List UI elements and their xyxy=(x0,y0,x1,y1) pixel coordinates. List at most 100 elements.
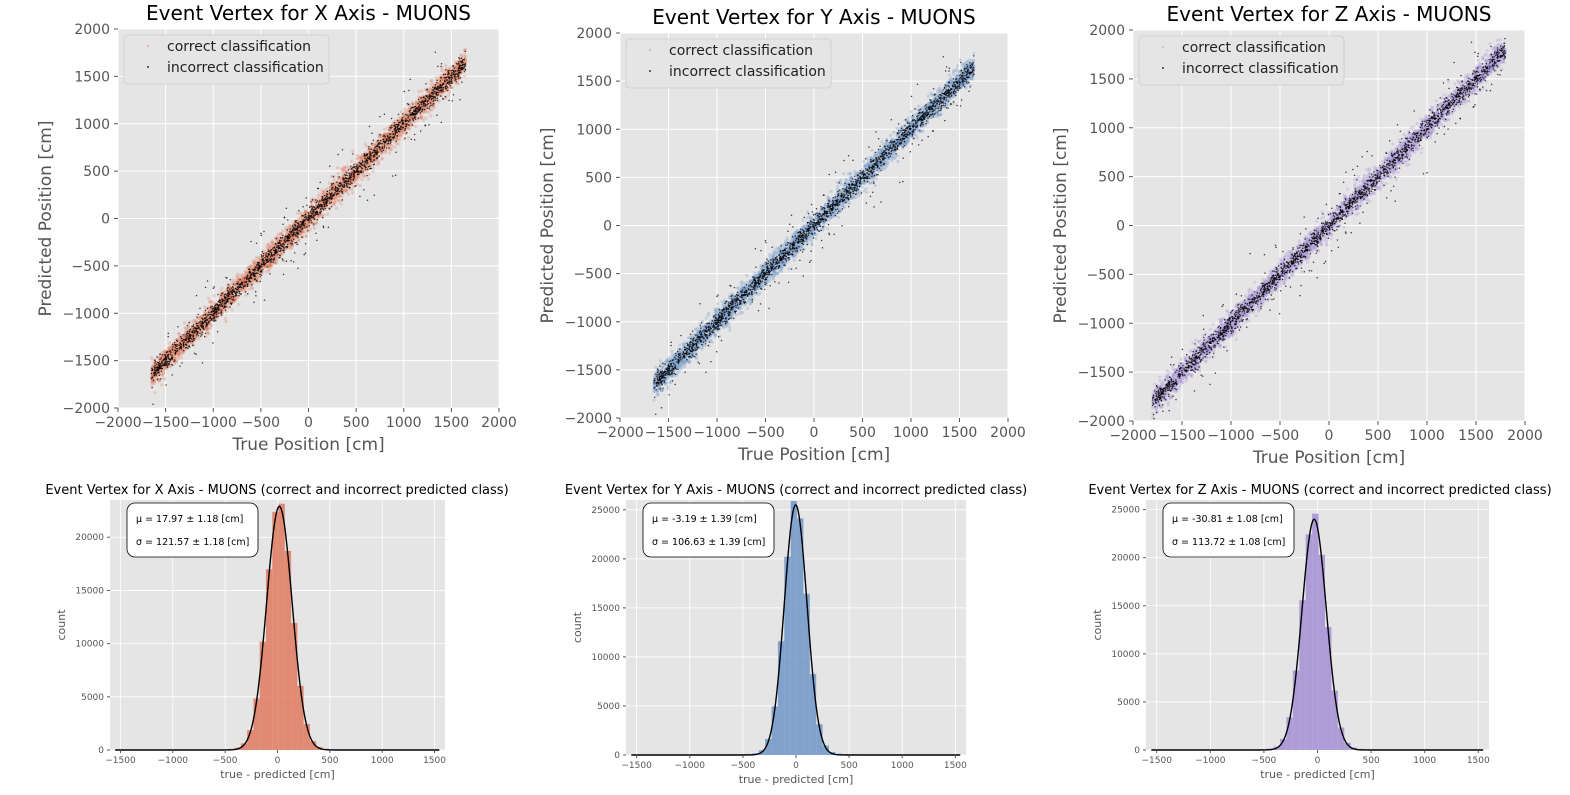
incorrect-point xyxy=(415,109,417,112)
incorrect-point xyxy=(376,150,378,153)
incorrect-point xyxy=(192,328,195,330)
incorrect-point xyxy=(253,301,255,304)
incorrect-point xyxy=(297,267,299,269)
incorrect-point xyxy=(460,57,463,60)
incorrect-point xyxy=(244,285,246,287)
correct-point xyxy=(384,148,388,152)
correct-point xyxy=(358,175,362,179)
correct-point xyxy=(271,241,275,245)
correct-point xyxy=(226,305,230,309)
correct-point xyxy=(327,181,331,185)
incorrect-point xyxy=(407,117,409,119)
correct-point xyxy=(280,229,285,233)
correct-point xyxy=(306,222,310,226)
correct-point xyxy=(256,276,260,280)
correct-point xyxy=(397,137,402,141)
correct-point xyxy=(440,66,444,70)
incorrect-point xyxy=(199,332,201,335)
correct-point xyxy=(442,68,446,73)
incorrect-point xyxy=(356,173,359,175)
incorrect-point xyxy=(414,118,417,120)
incorrect-point xyxy=(213,313,215,315)
incorrect-point xyxy=(405,118,407,120)
incorrect-point xyxy=(318,205,321,208)
correct-point xyxy=(195,335,199,339)
correct-point xyxy=(257,256,261,260)
incorrect-point xyxy=(165,384,167,386)
incorrect-point xyxy=(322,226,325,229)
incorrect-point xyxy=(383,134,385,136)
incorrect-point xyxy=(268,258,270,260)
incorrect-point xyxy=(249,276,251,279)
incorrect-point xyxy=(273,257,276,259)
incorrect-point xyxy=(201,362,204,364)
incorrect-point xyxy=(391,130,394,133)
incorrect-point xyxy=(261,255,263,258)
correct-point xyxy=(417,90,421,94)
incorrect-point xyxy=(205,325,207,328)
correct-point xyxy=(356,157,360,161)
incorrect-point xyxy=(351,171,353,173)
incorrect-point xyxy=(202,318,204,321)
incorrect-point xyxy=(256,269,259,272)
incorrect-point xyxy=(425,83,427,85)
correct-point xyxy=(344,188,348,192)
correct-point xyxy=(248,283,252,287)
correct-point xyxy=(250,264,254,268)
incorrect-point xyxy=(211,307,213,310)
incorrect-point xyxy=(294,221,297,223)
incorrect-point xyxy=(217,308,219,311)
incorrect-point xyxy=(442,86,445,89)
incorrect-point xyxy=(439,95,442,97)
incorrect-point xyxy=(220,294,222,296)
incorrect-point xyxy=(253,268,256,270)
incorrect-point xyxy=(450,78,453,81)
incorrect-point xyxy=(221,292,223,295)
correct-point xyxy=(396,137,400,142)
incorrect-point xyxy=(418,101,420,103)
incorrect-point xyxy=(311,221,313,224)
correct-point xyxy=(259,276,263,280)
incorrect-point xyxy=(195,322,198,325)
incorrect-point xyxy=(414,106,416,108)
incorrect-point xyxy=(455,62,458,65)
incorrect-point xyxy=(304,222,307,225)
incorrect-point xyxy=(310,201,312,203)
incorrect-point xyxy=(391,175,394,177)
correct-point xyxy=(232,278,236,282)
incorrect-point xyxy=(304,215,307,217)
incorrect-point xyxy=(413,133,416,136)
incorrect-point xyxy=(397,119,399,121)
correct-point xyxy=(274,255,278,259)
incorrect-point xyxy=(376,140,379,142)
incorrect-point xyxy=(156,378,159,381)
correct-point xyxy=(399,110,403,114)
correct-point xyxy=(321,190,325,195)
incorrect-point xyxy=(440,63,443,65)
incorrect-point xyxy=(240,293,242,295)
incorrect-point xyxy=(378,141,380,144)
incorrect-point xyxy=(232,283,235,285)
incorrect-point xyxy=(163,359,165,361)
incorrect-point xyxy=(397,113,400,116)
correct-point xyxy=(371,170,375,174)
correct-point xyxy=(251,259,255,263)
incorrect-point xyxy=(440,65,442,68)
incorrect-point xyxy=(444,73,447,75)
incorrect-point xyxy=(236,283,239,286)
incorrect-point xyxy=(347,169,350,171)
incorrect-point xyxy=(272,255,274,257)
correct-point xyxy=(204,311,208,315)
correct-point xyxy=(182,321,187,325)
incorrect-point xyxy=(262,268,264,271)
incorrect-point xyxy=(300,225,302,228)
incorrect-point xyxy=(432,97,435,99)
incorrect-point xyxy=(392,133,394,136)
incorrect-point xyxy=(186,324,189,327)
correct-point xyxy=(304,234,308,239)
correct-point xyxy=(235,296,239,300)
incorrect-point xyxy=(346,186,349,188)
incorrect-point xyxy=(321,199,323,202)
incorrect-point xyxy=(294,233,297,236)
incorrect-point xyxy=(341,149,344,151)
